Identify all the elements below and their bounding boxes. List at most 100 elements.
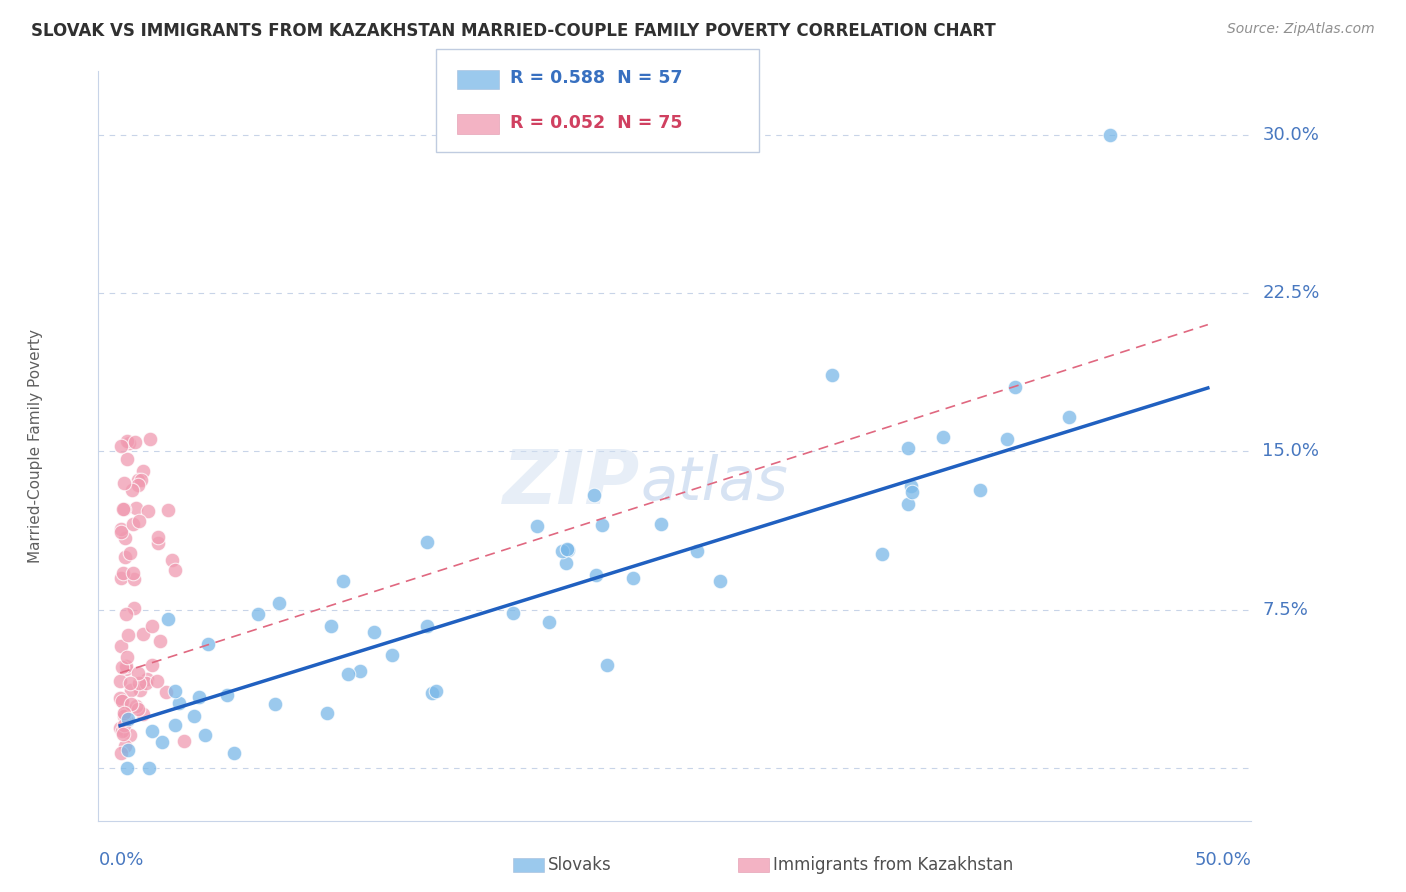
- Point: [124, 601, 146, 615]
- Point: [163, 563, 186, 577]
- Point: [122, 566, 145, 581]
- Point: [118, 436, 141, 450]
- Point: [117, 743, 139, 757]
- Point: [124, 573, 146, 587]
- Point: [120, 728, 142, 742]
- Point: [932, 430, 955, 444]
- Text: 15.0%: 15.0%: [1263, 442, 1319, 460]
- Point: [686, 543, 709, 558]
- Point: [114, 709, 136, 723]
- Point: [246, 607, 269, 621]
- Point: [111, 660, 134, 674]
- Text: 22.5%: 22.5%: [1263, 284, 1320, 302]
- Text: SLOVAK VS IMMIGRANTS FROM KAZAKHSTAN MARRIED-COUPLE FAMILY POVERTY CORRELATION C: SLOVAK VS IMMIGRANTS FROM KAZAKHSTAN MAR…: [31, 22, 995, 40]
- Point: [183, 709, 205, 723]
- Point: [526, 519, 548, 533]
- Point: [132, 627, 155, 641]
- Point: [1004, 379, 1026, 393]
- Point: [550, 544, 572, 558]
- Point: [821, 368, 844, 383]
- Point: [150, 734, 173, 748]
- Text: 30.0%: 30.0%: [1263, 126, 1319, 144]
- Point: [1057, 410, 1080, 425]
- Point: [117, 761, 139, 775]
- Point: [125, 699, 148, 714]
- Text: 50.0%: 50.0%: [1195, 851, 1251, 869]
- Point: [167, 696, 190, 710]
- Point: [136, 504, 159, 518]
- Point: [124, 434, 146, 449]
- Point: [897, 441, 920, 455]
- Point: [132, 706, 155, 721]
- Point: [110, 693, 132, 707]
- Point: [138, 761, 160, 775]
- Point: [118, 676, 141, 690]
- Text: atlas: atlas: [640, 454, 789, 513]
- Point: [156, 612, 179, 626]
- Point: [111, 724, 134, 739]
- Point: [415, 619, 437, 633]
- Point: [381, 648, 404, 662]
- Point: [319, 619, 342, 633]
- Point: [969, 483, 991, 497]
- Text: 7.5%: 7.5%: [1263, 600, 1309, 618]
- Point: [114, 531, 136, 545]
- Point: [128, 683, 150, 698]
- Point: [114, 607, 136, 621]
- Point: [110, 722, 132, 736]
- Point: [128, 676, 150, 690]
- Point: [112, 723, 135, 738]
- Point: [997, 432, 1019, 446]
- Point: [224, 746, 246, 760]
- Point: [112, 706, 135, 720]
- Point: [115, 714, 138, 729]
- Point: [108, 691, 131, 706]
- Point: [420, 686, 443, 700]
- Point: [870, 547, 893, 561]
- Point: [112, 706, 135, 720]
- Point: [148, 536, 170, 550]
- Point: [155, 684, 177, 698]
- Point: [709, 574, 731, 589]
- Point: [117, 712, 139, 726]
- Point: [349, 664, 371, 678]
- Point: [128, 514, 150, 528]
- Point: [127, 666, 149, 681]
- Text: ZIP: ZIP: [503, 447, 640, 520]
- Point: [149, 634, 172, 648]
- Point: [135, 675, 157, 690]
- Point: [416, 535, 439, 549]
- Point: [267, 596, 290, 610]
- Point: [115, 658, 138, 673]
- Point: [187, 690, 209, 704]
- Point: [110, 746, 132, 760]
- Point: [595, 657, 617, 672]
- Point: [583, 487, 606, 501]
- Point: [537, 615, 560, 629]
- Point: [156, 503, 179, 517]
- Point: [117, 628, 139, 642]
- Point: [425, 684, 447, 698]
- Point: [139, 433, 162, 447]
- Point: [115, 650, 138, 665]
- Point: [110, 522, 132, 536]
- Point: [160, 553, 183, 567]
- Point: [120, 546, 142, 560]
- Point: [900, 479, 922, 493]
- Point: [896, 497, 918, 511]
- Point: [121, 483, 143, 497]
- Point: [264, 697, 287, 711]
- Text: Married-Couple Family Poverty: Married-Couple Family Poverty: [28, 329, 44, 563]
- Point: [114, 739, 136, 753]
- Point: [112, 727, 135, 741]
- Point: [215, 688, 238, 702]
- Text: 0.0%: 0.0%: [98, 851, 143, 869]
- Point: [110, 639, 132, 653]
- Point: [197, 636, 219, 650]
- Point: [114, 501, 136, 516]
- Text: Slovaks: Slovaks: [548, 856, 612, 874]
- Point: [621, 571, 644, 585]
- Point: [650, 516, 672, 531]
- Point: [173, 733, 195, 747]
- Point: [554, 556, 576, 570]
